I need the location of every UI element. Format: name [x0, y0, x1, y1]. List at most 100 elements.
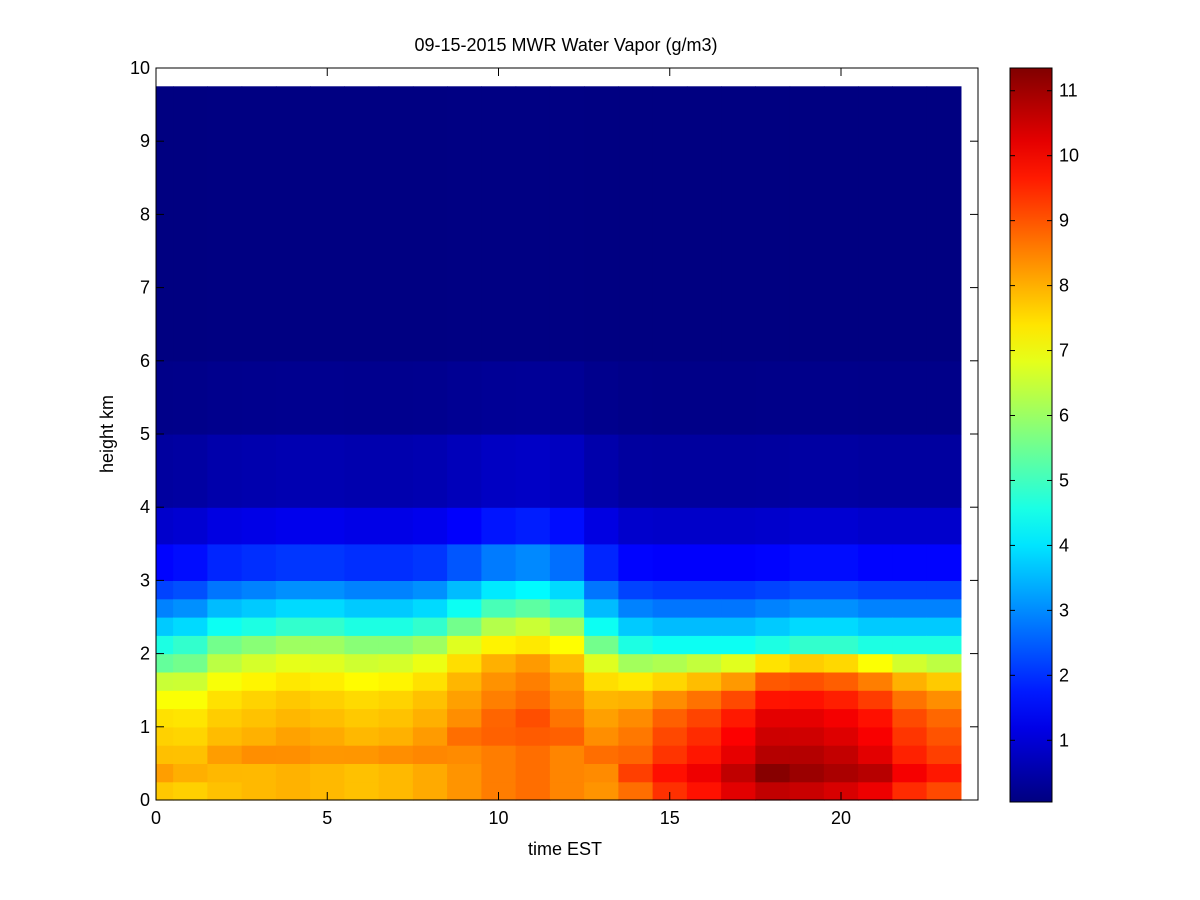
heatmap-cell	[173, 781, 208, 801]
heatmap-cell	[858, 635, 893, 655]
heatmap-cell	[412, 763, 448, 783]
heatmap-cell	[481, 543, 517, 581]
heatmap-cell	[173, 690, 208, 710]
heatmap-cell	[721, 708, 756, 728]
heatmap-cell	[823, 781, 859, 801]
heatmap-cell	[618, 580, 654, 600]
heatmap-cell	[686, 726, 722, 746]
heatmap-cell	[515, 690, 551, 710]
heatmap-cell	[755, 726, 791, 746]
heatmap-cell	[549, 745, 585, 764]
heatmap-cell	[892, 617, 928, 636]
heatmap-cell	[549, 726, 585, 746]
heatmap-cell	[652, 360, 688, 435]
heatmap-cell	[275, 543, 311, 581]
heatmap-cell	[858, 598, 893, 618]
heatmap-cell	[892, 653, 928, 673]
heatmap-cell	[378, 580, 414, 600]
heatmap-cell	[858, 580, 893, 600]
heatmap-cell	[618, 763, 654, 783]
heatmap-cell	[755, 690, 791, 710]
heatmap-cell	[721, 598, 756, 618]
heatmap-cell	[275, 507, 311, 545]
heatmap-cell	[173, 86, 208, 362]
heatmap-cell	[412, 690, 448, 710]
heatmap-cell	[721, 434, 756, 508]
heatmap-cell	[892, 763, 928, 783]
heatmap-cell	[207, 617, 243, 636]
heatmap-cell	[618, 653, 654, 673]
heatmap-cell	[515, 671, 551, 691]
y-axis-label: height km	[97, 395, 117, 473]
y-tick-label: 8	[140, 204, 150, 224]
heatmap-cell	[823, 726, 859, 746]
heatmap-cell	[926, 507, 962, 545]
heatmap-cell	[156, 781, 174, 801]
x-tick-label: 15	[660, 808, 680, 828]
heatmap-cell	[207, 726, 243, 746]
heatmap-cell	[156, 86, 174, 362]
heatmap-cell	[721, 690, 756, 710]
heatmap-cell	[447, 653, 482, 673]
y-tick-label: 0	[140, 790, 150, 810]
heatmap-cell	[207, 708, 243, 728]
heatmap-cell	[823, 617, 859, 636]
heatmap-cell	[275, 434, 311, 508]
heatmap-cell	[412, 360, 448, 435]
heatmap-cell	[241, 580, 277, 600]
heatmap-cell	[207, 543, 243, 581]
heatmap-cell	[447, 726, 482, 746]
heatmap-cell	[156, 617, 174, 636]
heatmap-cell	[275, 690, 311, 710]
heatmap-cell	[858, 617, 893, 636]
colorbar-tick-label: 9	[1059, 211, 1069, 231]
heatmap-cell	[858, 434, 893, 508]
heatmap-cell	[447, 781, 482, 801]
heatmap-cell	[652, 745, 688, 764]
heatmap-cell	[173, 617, 208, 636]
heatmap-cell	[652, 763, 688, 783]
heatmap-cell	[584, 635, 619, 655]
heatmap-cell	[926, 653, 962, 673]
heatmap-cell	[789, 86, 825, 362]
heatmap-cell	[207, 86, 243, 362]
heatmap-cell	[378, 635, 414, 655]
heatmap-cell	[344, 671, 380, 691]
heatmap-cell	[241, 781, 277, 801]
heatmap-cell	[412, 617, 448, 636]
heatmap-cell	[156, 671, 174, 691]
heatmap-cell	[481, 507, 517, 545]
heatmap-cell	[652, 543, 688, 581]
heatmap-cell	[173, 745, 208, 764]
y-tick-label: 1	[140, 717, 150, 737]
heatmap-cell	[344, 360, 380, 435]
heatmap-cell	[686, 671, 722, 691]
y-tick-label: 7	[140, 278, 150, 298]
heatmap-cell	[823, 360, 859, 435]
heatmap-cell	[755, 763, 791, 783]
heatmap-cell	[823, 434, 859, 508]
heatmap-cell	[618, 635, 654, 655]
heatmap-cell	[344, 86, 380, 362]
heatmap-cell	[892, 635, 928, 655]
heatmap-cell	[481, 726, 517, 746]
heatmap-cell	[858, 763, 893, 783]
heatmap-cell	[515, 507, 551, 545]
heatmap-cell	[412, 598, 448, 618]
heatmap-cell	[310, 543, 345, 581]
heatmap-cell	[447, 598, 482, 618]
heatmap-cell	[789, 635, 825, 655]
x-axis-label: time EST	[528, 839, 602, 859]
heatmap-cell	[156, 635, 174, 655]
heatmap-cell	[892, 598, 928, 618]
heatmap-cell	[481, 653, 517, 673]
heatmap-cell	[515, 708, 551, 728]
heatmap-cell	[344, 745, 380, 764]
heatmap-cell	[686, 617, 722, 636]
heatmap-cell	[310, 653, 345, 673]
colorbar-tick-label: 1	[1059, 730, 1069, 750]
heatmap-cell	[789, 434, 825, 508]
heatmap-cell	[652, 671, 688, 691]
heatmap-cell	[892, 434, 928, 508]
